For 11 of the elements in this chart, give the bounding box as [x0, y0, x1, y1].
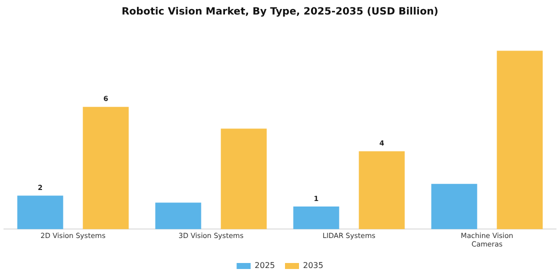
bar	[155, 202, 202, 230]
bar	[220, 128, 267, 230]
chart-title: Robotic Vision Market, By Type, 2025-2035 (USD Billion)	[122, 6, 438, 18]
legend-label: 2035	[303, 261, 324, 270]
bar	[17, 196, 64, 230]
bar	[431, 184, 478, 230]
bar	[82, 106, 129, 230]
bar	[496, 50, 543, 230]
bar	[293, 206, 340, 230]
legend-label: 2025	[254, 261, 275, 270]
bar	[358, 151, 405, 230]
